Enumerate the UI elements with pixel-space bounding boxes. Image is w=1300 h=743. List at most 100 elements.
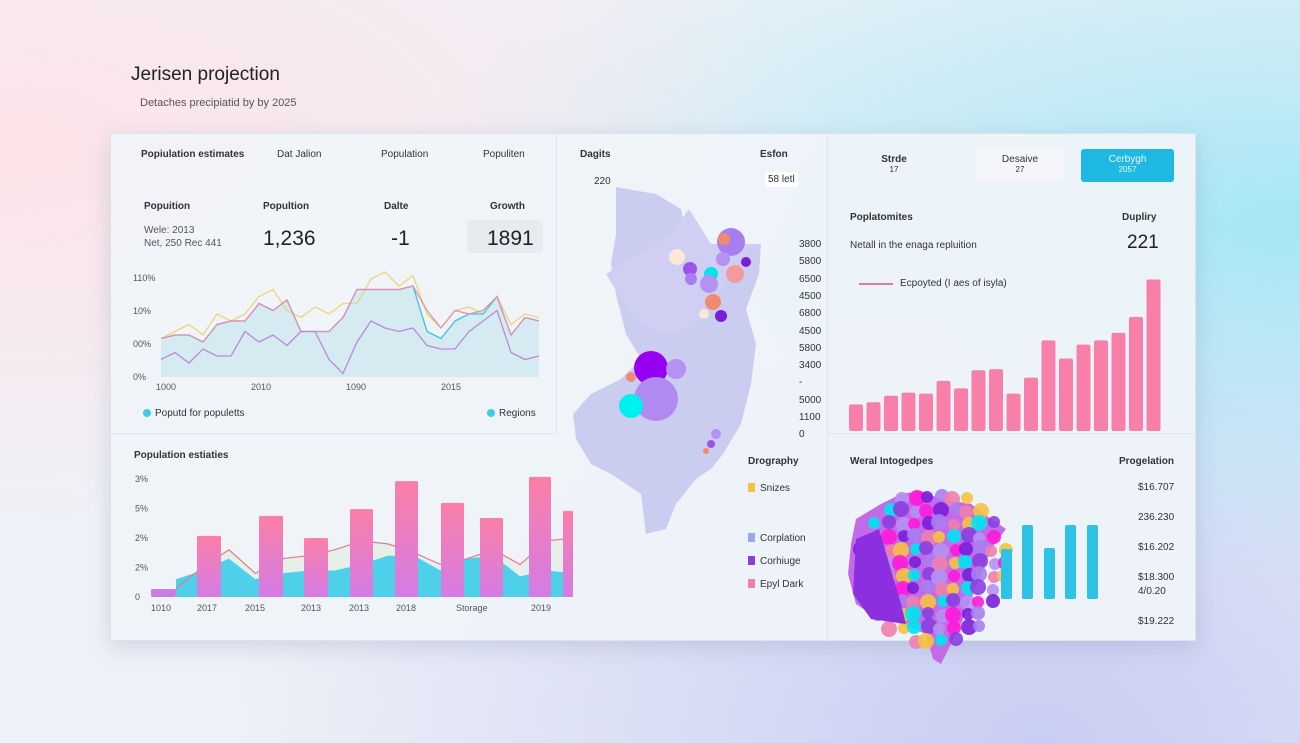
right-value: 221 — [1127, 232, 1159, 253]
stat-value: 1891 — [487, 227, 534, 250]
bar — [259, 515, 283, 597]
tab-cerbygh[interactable]: Cerbygh 2057 — [1081, 149, 1174, 182]
region-cell — [970, 579, 986, 595]
region-cell — [921, 618, 937, 634]
stat-label: Popuition — [144, 201, 191, 212]
y-tick-label: 110% — [133, 273, 155, 283]
county-marker — [666, 359, 686, 379]
region-cell — [972, 596, 984, 608]
map-axis-label: 3800 — [799, 239, 822, 250]
region-cell — [908, 518, 920, 530]
bar — [971, 370, 986, 431]
region-cell — [933, 502, 949, 518]
right-heading-right: Dupliry — [1122, 212, 1157, 223]
county-marker — [715, 310, 727, 322]
bar — [563, 510, 573, 597]
right-description: Netall in the enaga repluition — [850, 240, 977, 251]
right-legend: Ecpoyted (I aes of isyla) — [900, 278, 1007, 289]
x-tick-label: 2017 — [197, 603, 217, 613]
bar — [866, 402, 881, 431]
bar — [304, 538, 328, 597]
region-cell — [933, 543, 949, 559]
bottom-right-heading: Progelation — [1119, 456, 1175, 467]
stat-label: Popultion — [263, 201, 310, 212]
y-tick-label: 2% — [135, 533, 148, 543]
region-cell — [868, 517, 880, 529]
tab-strde[interactable]: Strde 17 — [851, 149, 937, 182]
nj-map[interactable] — [111, 134, 1197, 674]
region-cell — [892, 555, 908, 571]
region-cell — [960, 595, 976, 611]
region-cell — [921, 580, 935, 594]
map-axis-label: 5800 — [799, 256, 822, 268]
region-cell — [918, 633, 934, 649]
map-legend-item: Corhiuge — [748, 556, 801, 567]
bar — [1024, 377, 1038, 431]
bar — [480, 517, 503, 597]
region-cell — [898, 530, 910, 542]
legend-label: Corplation — [760, 533, 806, 544]
bar — [1044, 548, 1055, 599]
region-cell — [937, 595, 949, 607]
region-cell — [906, 596, 920, 610]
region-cell — [896, 568, 912, 584]
tab-population-estimates[interactable]: Popiulation estimates — [141, 149, 245, 160]
map-axis-label: 4500 — [799, 290, 822, 302]
line-chart: 0% 00% 10% 110% 1000 2010 1090 2015 — [133, 271, 540, 392]
map-col2-value: 58 letl — [765, 172, 798, 187]
stat-value: -1 — [391, 227, 410, 250]
region-cell — [949, 557, 961, 569]
county-marker — [741, 257, 751, 267]
region-cell — [988, 516, 1000, 528]
county-marker — [700, 275, 718, 293]
bar — [1041, 340, 1056, 431]
tab-desaive[interactable]: Desaive 27 — [977, 149, 1063, 182]
tab-sub-label: 17 — [889, 165, 899, 174]
region-cell — [919, 504, 933, 518]
region-cell — [933, 531, 945, 543]
map-legend-item: Corplation — [748, 533, 806, 544]
tab-populiten[interactable]: Populiten — [483, 149, 525, 160]
region-cell — [989, 558, 1001, 570]
tab-population[interactable]: Population — [381, 149, 429, 160]
region-cell — [971, 606, 985, 620]
bar — [151, 589, 176, 597]
legend-swatch-icon — [748, 579, 755, 588]
map-axis-label: - — [799, 377, 803, 389]
region-cell — [935, 634, 947, 646]
map-col1-header: Dagits — [580, 149, 611, 160]
region-cell — [959, 505, 973, 519]
stat-label: Dalte — [384, 201, 409, 212]
bar — [989, 369, 1003, 431]
county-marker — [699, 309, 709, 319]
region-cell — [961, 619, 977, 635]
legend-label: Corhiuge — [760, 556, 801, 567]
region-cell — [971, 566, 987, 582]
y-tick-label: 3% — [135, 474, 148, 484]
stat-value: 1,236 — [263, 227, 316, 250]
county-marker — [634, 377, 678, 421]
tab-sub-label: 27 — [1015, 165, 1025, 174]
bar — [1087, 525, 1098, 599]
bar — [395, 481, 418, 597]
county-marker — [726, 265, 744, 283]
region-cell — [948, 570, 960, 582]
stat-line: Net, 250 Rec 441 — [144, 238, 222, 249]
county-marker — [703, 448, 709, 454]
legend-swatch-icon — [748, 556, 755, 565]
right-bar-chart — [849, 279, 1161, 431]
progelation-value: 236.230 — [1138, 512, 1175, 523]
county-marker — [685, 273, 697, 285]
map-axis-label: 3400 — [799, 360, 822, 372]
legend-swatch-icon — [748, 483, 755, 492]
map-axis-label: 5000 — [799, 394, 822, 406]
series-line — [160, 285, 540, 343]
region-cell — [881, 529, 897, 545]
region-cell — [946, 593, 960, 607]
x-tick-label: 2015 — [441, 382, 461, 392]
county-marker — [626, 372, 636, 382]
x-tick-label: 1010 — [151, 603, 171, 613]
tab-datjalion[interactable]: Dat Jalion — [277, 149, 322, 160]
series-line — [175, 537, 574, 589]
page-subtitle: Detaches precipiatid by by 2025 — [140, 97, 297, 109]
